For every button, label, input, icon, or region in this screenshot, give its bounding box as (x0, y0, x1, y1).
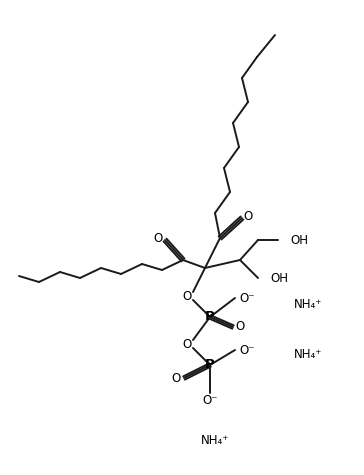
Text: P: P (205, 311, 215, 323)
Text: OH: OH (290, 234, 308, 247)
Text: O⁻: O⁻ (239, 343, 254, 357)
Text: NH₄⁺: NH₄⁺ (294, 298, 322, 312)
Text: NH₄⁺: NH₄⁺ (201, 434, 229, 446)
Text: OH: OH (270, 272, 288, 285)
Text: O: O (182, 338, 191, 351)
Text: O⁻: O⁻ (239, 292, 254, 304)
Text: O⁻: O⁻ (202, 395, 218, 408)
Text: P: P (205, 359, 215, 371)
Text: O: O (182, 289, 191, 303)
Text: O: O (171, 371, 181, 384)
Text: O: O (153, 231, 163, 245)
Text: O: O (236, 321, 245, 333)
Text: NH₄⁺: NH₄⁺ (294, 349, 322, 361)
Text: O: O (244, 209, 253, 222)
